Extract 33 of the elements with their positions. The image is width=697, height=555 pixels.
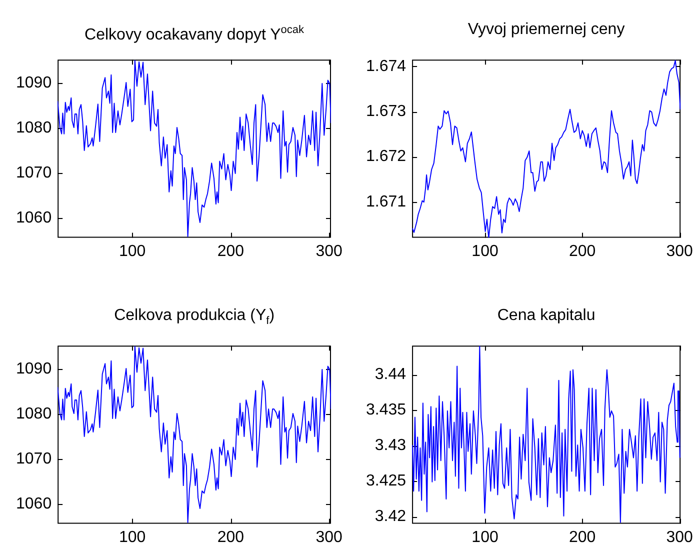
x-tick-label: 200 (568, 528, 596, 546)
chart-title: Vyvoj priemernej ceny (468, 20, 625, 40)
y-tick-label: 1060 (16, 209, 52, 226)
y-tick-label: 1060 (16, 495, 52, 512)
y-tick-label: 3.425 (366, 472, 406, 490)
x-tick-label: 300 (316, 242, 342, 260)
y-tick-label: 1.674 (366, 58, 406, 75)
x-tick-label: 100 (118, 242, 146, 260)
y-tick-label: 1.671 (366, 193, 406, 210)
x-tick-label: 200 (217, 528, 244, 546)
y-tick-label: 1090 (16, 360, 52, 378)
chart-title: Cena kapitalu (497, 306, 596, 326)
y-tick-label: 3.43 (374, 437, 406, 454)
y-tick-label: 1080 (16, 405, 52, 422)
y-tick-label: 3.42 (374, 508, 406, 526)
y-tick-label: 1070 (16, 164, 52, 182)
x-tick-label: 300 (316, 528, 342, 546)
x-tick-label: 100 (472, 242, 498, 260)
y-tick-label: 1090 (16, 74, 52, 92)
x-tick-label: 200 (568, 242, 596, 260)
x-tick-label: 200 (217, 242, 244, 260)
y-tick-label: 3.44 (374, 366, 406, 384)
x-tick-label: 100 (472, 528, 498, 546)
y-tick-label: 3.435 (366, 402, 406, 419)
chart-title: Celkovy ocakavany dopyt Y$^{ocak}$ (84, 23, 304, 46)
chart-title: Celkova produkcia (Y$_{f}$) (114, 306, 275, 330)
x-tick-label: 300 (666, 528, 694, 546)
y-tick-label: 1.673 (366, 103, 406, 120)
x-tick-label: 100 (118, 528, 146, 546)
x-tick-label: 300 (666, 242, 694, 260)
y-tick-label: 1080 (16, 119, 52, 136)
y-tick-label: 1070 (16, 450, 52, 468)
y-tick-label: 1.672 (366, 148, 406, 166)
